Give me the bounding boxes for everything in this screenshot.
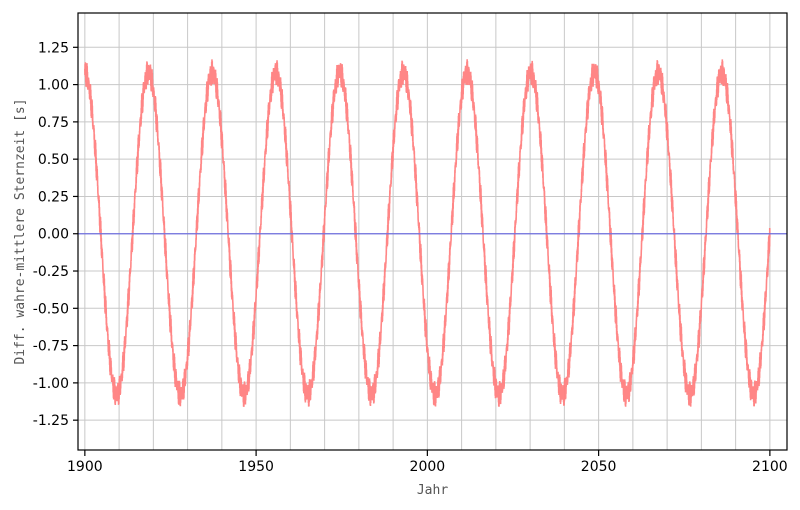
y-axis-label: Diff. wahre-mittlere Sternzeit [s] — [13, 98, 28, 364]
y-tick-label: -1.00 — [33, 376, 69, 392]
y-tick-label: 0.00 — [38, 227, 69, 243]
y-tick-label: 0.25 — [38, 189, 69, 205]
y-tick-label: -0.25 — [33, 264, 69, 280]
y-axis: 1.25 1.00 0.75 0.50 0.25 0.00 -0.25 -0.50 -0.75 -… — [33, 40, 78, 429]
x-tick-label: 2000 — [410, 459, 446, 475]
x-tick-label: 2050 — [581, 459, 617, 475]
y-tick-label: -0.50 — [33, 301, 69, 317]
x-tick-label: 1900 — [67, 459, 103, 475]
series-oscillation-line — [84, 59, 771, 407]
y-tick-label: -1.25 — [33, 413, 69, 429]
y-tick-label: 1.00 — [38, 78, 69, 94]
x-tick-label: 1950 — [238, 459, 274, 475]
y-tick-label: 1.25 — [38, 40, 69, 56]
y-tick-label: 0.50 — [38, 152, 69, 168]
plot-frame — [77, 12, 788, 451]
series-layer — [78, 59, 787, 407]
x-tick-label: 2100 — [752, 459, 788, 475]
x-axis-label: Jahr — [417, 483, 448, 498]
y-tick-label: 0.75 — [38, 115, 69, 131]
x-axis: 1900 1950 2000 2050 2100 — [67, 450, 788, 475]
y-tick-label: -0.75 — [33, 339, 69, 355]
